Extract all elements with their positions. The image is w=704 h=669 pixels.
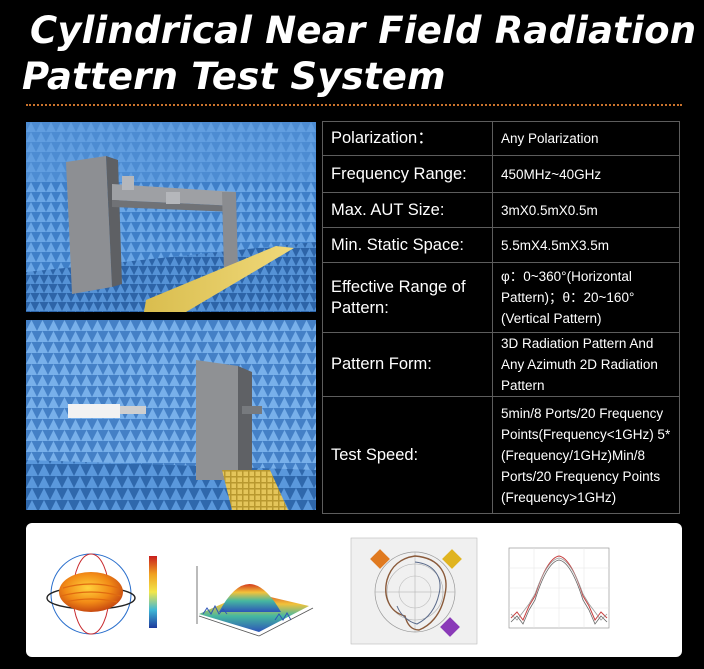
spec-value: 3D Radiation Pattern And Any Azimuth 2D … [492, 332, 680, 397]
spec-label: Test Speed: [322, 396, 493, 514]
polar-radiation-pattern-thumbnail [349, 536, 479, 646]
title-line-1: Cylindrical Near Field Radiation [30, 9, 697, 52]
spec-label: Frequency Range: [322, 155, 493, 193]
spec-row-frequency-range: Frequency Range: 450MHz~40GHz [322, 155, 680, 193]
spec-label: Max. AUT Size: [322, 192, 493, 228]
title-line-2: Pattern Test System [22, 55, 446, 98]
spec-row-effective-range: Effective Range of Pattern: φ：0~360°(Hor… [322, 262, 680, 333]
anechoic-chamber-photo-1 [26, 122, 316, 312]
spec-value: φ：0~360°(Horizontal Pattern)；θ：20~160°(V… [492, 262, 680, 333]
cartesian-pattern-plot-thumbnail [487, 536, 617, 646]
spec-label: Min. Static Space: [322, 227, 493, 263]
spec-value: Any Polarization [492, 121, 680, 156]
anechoic-chamber-photo-2 [26, 320, 316, 510]
spec-label: Pattern Form: [322, 332, 493, 397]
3d-radiation-pattern-thumbnail [41, 536, 171, 646]
title-divider [26, 104, 682, 106]
spec-value: 450MHz~40GHz [492, 155, 680, 193]
spec-row-pattern-form: Pattern Form: 3D Radiation Pattern And A… [322, 332, 680, 397]
spec-value: 5min/8 Ports/20 Frequency Points(Frequen… [492, 396, 680, 514]
spec-value: 5.5mX4.5mX3.5m [492, 227, 680, 263]
spec-row-polarization: Polarization： Any Polarization [322, 121, 680, 156]
page-title: Cylindrical Near Field Radiation Pattern… [22, 8, 702, 100]
spec-row-min-static-space: Min. Static Space: 5.5mX4.5mX3.5m [322, 227, 680, 263]
spec-row-test-speed: Test Speed: 5min/8 Ports/20 Frequency Po… [322, 396, 680, 514]
spec-value: 3mX0.5mX0.5m [492, 192, 680, 228]
spec-table: Polarization： Any Polarization Frequency… [322, 121, 680, 514]
spec-label: Effective Range of Pattern: [322, 262, 493, 333]
spec-label: Polarization： [322, 121, 493, 156]
near-field-surface-plot-thumbnail [189, 536, 319, 646]
spec-row-max-aut-size: Max. AUT Size: 3mX0.5mX0.5m [322, 192, 680, 228]
pattern-thumbnails-panel [26, 523, 682, 657]
